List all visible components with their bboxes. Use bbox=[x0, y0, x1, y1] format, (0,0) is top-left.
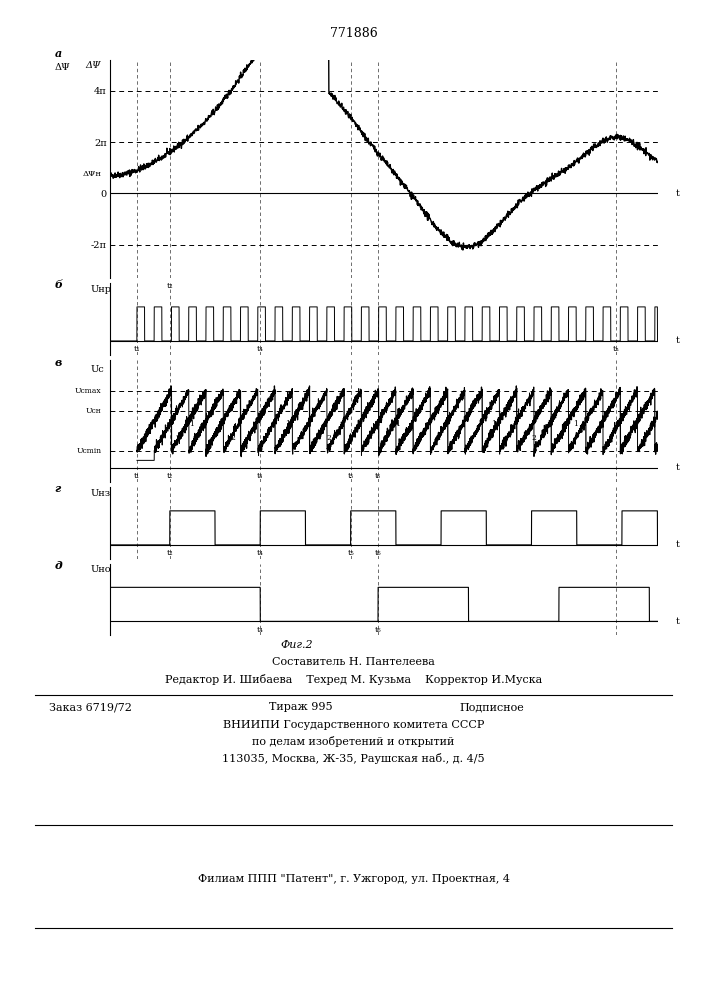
Text: ΔΨ: ΔΨ bbox=[55, 63, 71, 72]
Text: 2: 2 bbox=[327, 434, 331, 442]
Text: в: в bbox=[55, 357, 62, 368]
Text: Uсmax: Uсmax bbox=[75, 387, 101, 395]
Text: t₄: t₄ bbox=[257, 345, 264, 353]
Text: по делам изобретений и открытий: по делам изобретений и открытий bbox=[252, 736, 455, 747]
Text: t₆: t₆ bbox=[375, 626, 381, 634]
Text: Uс: Uс bbox=[90, 365, 104, 374]
Text: 2: 2 bbox=[436, 434, 440, 442]
Text: 2: 2 bbox=[230, 434, 235, 442]
Text: 1: 1 bbox=[573, 420, 578, 428]
Text: t₄: t₄ bbox=[257, 549, 264, 557]
Text: t₆: t₆ bbox=[375, 472, 381, 480]
Text: б: б bbox=[55, 279, 63, 290]
Text: tₙ: tₙ bbox=[613, 345, 620, 353]
Text: t₂: t₂ bbox=[167, 472, 173, 480]
Text: ΔΨ: ΔΨ bbox=[85, 61, 100, 70]
Text: 1: 1 bbox=[189, 420, 194, 428]
Text: t: t bbox=[675, 463, 679, 472]
Text: 1: 1 bbox=[285, 420, 290, 428]
Text: а: а bbox=[55, 48, 62, 59]
Text: ВНИИПИ Государственного комитета СССР: ВНИИПИ Государственного комитета СССР bbox=[223, 720, 484, 730]
Text: Uнз: Uнз bbox=[90, 489, 110, 498]
Text: ΔΨн: ΔΨн bbox=[83, 170, 101, 178]
Text: t: t bbox=[675, 336, 679, 345]
Text: t: t bbox=[675, 617, 679, 626]
Text: Uсmin: Uсmin bbox=[76, 447, 101, 455]
Text: Тираж 995: Тираж 995 bbox=[269, 702, 332, 712]
Text: Uсн: Uсн bbox=[86, 407, 101, 415]
Text: t₅: t₅ bbox=[347, 549, 354, 557]
Text: t₅: t₅ bbox=[348, 472, 354, 480]
Text: д: д bbox=[55, 560, 62, 571]
Text: t₁: t₁ bbox=[134, 472, 140, 480]
Text: Uнр: Uнр bbox=[90, 285, 112, 294]
Text: t₂: t₂ bbox=[167, 282, 173, 290]
Text: t: t bbox=[675, 189, 679, 198]
Text: Заказ 6719/72: Заказ 6719/72 bbox=[49, 702, 132, 712]
Text: Редактор И. Шибаева    Техред М. Кузьма    Корректор И.Муска: Редактор И. Шибаева Техред М. Кузьма Кор… bbox=[165, 674, 542, 685]
Text: 2: 2 bbox=[175, 434, 180, 442]
Text: t₆: t₆ bbox=[375, 549, 381, 557]
Text: Составитель Н. Пантелеева: Составитель Н. Пантелеева bbox=[272, 657, 435, 667]
Text: t₂: t₂ bbox=[167, 549, 173, 557]
Text: 771886: 771886 bbox=[329, 27, 378, 40]
Text: 1: 1 bbox=[395, 420, 399, 428]
Text: Фиг.2: Фиг.2 bbox=[281, 640, 313, 650]
Text: t: t bbox=[675, 540, 679, 549]
Text: t₄: t₄ bbox=[257, 626, 264, 634]
Text: t₄: t₄ bbox=[257, 472, 264, 480]
Text: Uно: Uно bbox=[90, 565, 111, 574]
Text: 1: 1 bbox=[491, 420, 496, 428]
Text: 2: 2 bbox=[532, 434, 537, 442]
Text: t₁: t₁ bbox=[134, 345, 140, 353]
Text: Подписное: Подписное bbox=[460, 702, 525, 712]
Text: Филиам ППП "Патент", г. Ужгород, ул. Проектная, 4: Филиам ППП "Патент", г. Ужгород, ул. Про… bbox=[197, 874, 510, 884]
Text: 113035, Москва, Ж-35, Раушская наб., д. 4/5: 113035, Москва, Ж-35, Раушская наб., д. … bbox=[222, 753, 485, 764]
Text: г: г bbox=[55, 483, 61, 494]
